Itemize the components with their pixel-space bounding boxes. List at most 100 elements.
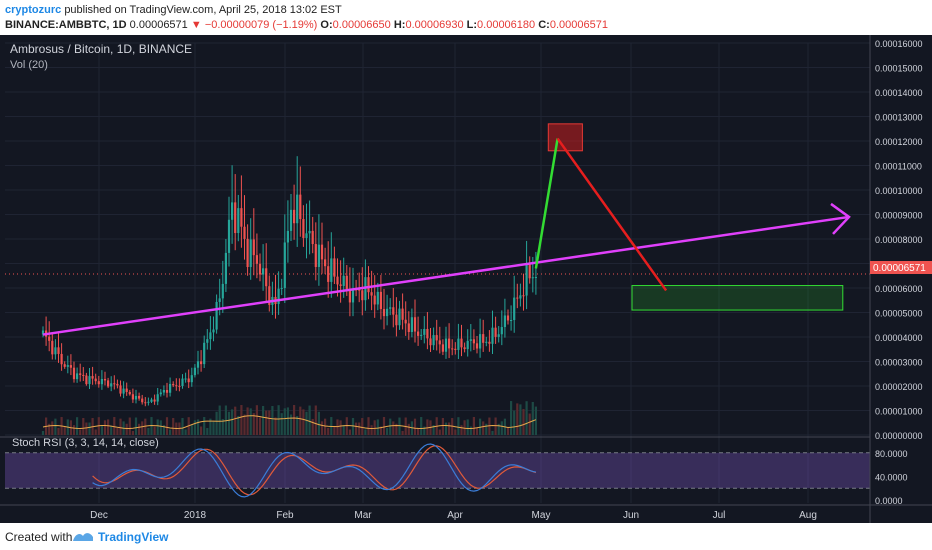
volume-bar	[134, 417, 138, 435]
volume-bar	[227, 411, 231, 435]
candle-body	[203, 342, 206, 365]
tradingview-brand-link[interactable]: TradingView	[98, 530, 169, 544]
candle-body	[243, 226, 246, 239]
volume-bar	[277, 405, 280, 435]
volume-bar	[72, 425, 76, 435]
volume-bar	[234, 406, 237, 435]
candle-body	[91, 376, 94, 379]
candle-body	[525, 264, 528, 296]
candle-body	[231, 202, 234, 220]
candle-body	[407, 323, 410, 332]
high-value: 0.00006930	[405, 19, 464, 31]
candle-body	[85, 375, 88, 385]
candle-body	[57, 347, 60, 354]
chart-background	[0, 35, 932, 523]
published-text: published on TradingView.com, April 25, …	[64, 4, 342, 16]
time-tick-label: 2018	[184, 510, 207, 521]
volume-bar	[497, 423, 500, 435]
volume-bar	[200, 426, 203, 435]
volume-bar	[457, 417, 460, 435]
volume-bar	[448, 422, 451, 435]
volume-bar	[283, 408, 286, 435]
volume-bar	[41, 431, 45, 435]
target-zone-box	[547, 123, 583, 152]
candle-body	[302, 219, 305, 239]
candle-body	[60, 353, 63, 365]
volume-bar	[299, 406, 302, 435]
drawing-annotations	[42, 123, 851, 336]
candle-body	[426, 328, 429, 339]
candle-body	[134, 395, 138, 400]
candle-body	[401, 308, 404, 320]
time-tick-label: Aug	[799, 510, 817, 521]
volume-bar	[224, 405, 227, 435]
volume-bar	[125, 423, 128, 435]
volume-bar	[463, 420, 466, 435]
candle-body	[218, 298, 221, 302]
candle-body	[361, 290, 364, 301]
candle-body	[103, 378, 107, 381]
volume-bar	[361, 418, 364, 435]
candle-body	[339, 284, 342, 286]
candle-body	[165, 389, 169, 393]
volume-bar	[271, 406, 274, 435]
candle-body	[212, 329, 215, 333]
volume-bar	[128, 417, 131, 435]
volume-bar	[147, 427, 150, 435]
candle-body	[147, 401, 150, 403]
candle-body	[299, 194, 302, 220]
volume-bar	[131, 430, 134, 435]
volume-bar	[302, 409, 305, 435]
time-tick-label: May	[532, 510, 551, 521]
volume-bar	[317, 411, 320, 435]
volume-bar	[382, 417, 386, 435]
candle-body	[181, 378, 184, 387]
candle-body	[296, 194, 299, 224]
author-link[interactable]: cryptozurc	[5, 4, 62, 16]
trendline-arrowhead	[830, 202, 851, 235]
volume-bar	[454, 429, 457, 435]
candle-body	[413, 317, 417, 332]
candle-body	[432, 335, 435, 346]
volume-bar	[305, 411, 308, 435]
candle-body	[485, 341, 488, 343]
volume-bar	[221, 418, 224, 435]
candle-body	[469, 339, 472, 341]
price-tick-label: 0.00009000	[875, 211, 923, 221]
candle-body	[113, 383, 116, 385]
volume-bar	[364, 429, 367, 435]
volume-bar	[162, 425, 165, 435]
candle-body	[389, 307, 392, 309]
volume-bar	[348, 429, 351, 435]
current-price-label: 0.00006571	[873, 263, 926, 274]
volume-label: Vol (20)	[10, 59, 48, 71]
stoch-rsi-pane	[5, 443, 870, 498]
volume-bar	[324, 418, 327, 435]
candle-body	[63, 364, 66, 367]
volume-bar	[116, 428, 119, 435]
volume-bar	[469, 426, 472, 435]
candle-body	[308, 230, 311, 234]
candle-body	[97, 381, 100, 385]
price-tick-label: 0.00003000	[875, 358, 923, 368]
chart-axes: 0.00016000 0.00015000 0.00014000 0.00013000…	[0, 35, 932, 523]
candle-body	[404, 319, 407, 324]
volume-bar	[475, 428, 479, 435]
price-chart[interactable]: 0.00016000 0.00015000 0.00014000 0.00013000…	[0, 35, 932, 523]
candle-body	[358, 289, 361, 291]
volume-bar	[379, 426, 382, 435]
volume-bar	[246, 407, 249, 435]
candle-body	[528, 264, 531, 279]
volume-bar	[240, 405, 243, 435]
volume-bar	[336, 419, 339, 435]
current-price-tag	[870, 261, 932, 274]
candle-body	[66, 365, 69, 367]
volume-bar	[491, 430, 494, 435]
candle-body	[448, 338, 451, 349]
candle-body	[286, 230, 289, 243]
low-label: L:	[466, 19, 478, 31]
open-label: O:	[320, 19, 333, 31]
candle-body	[460, 338, 463, 348]
candle-body	[386, 308, 389, 317]
volume-bar	[165, 417, 169, 435]
